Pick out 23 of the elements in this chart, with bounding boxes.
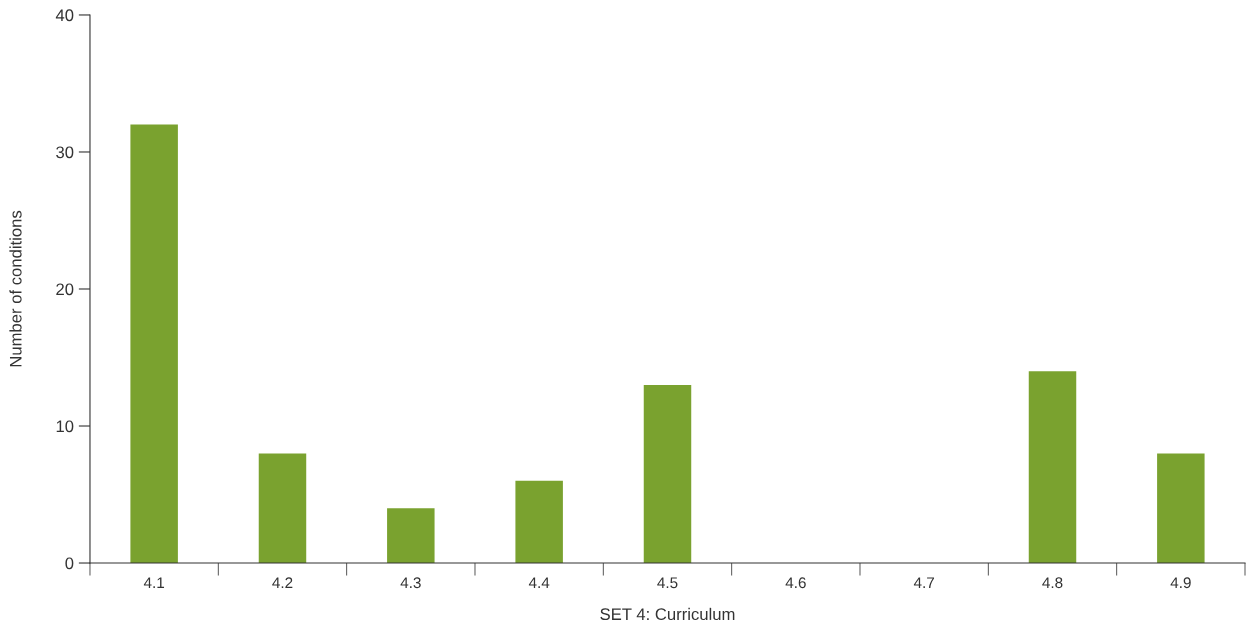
y-tick-label: 0	[65, 557, 74, 570]
x-tick-label: 4.4	[528, 577, 550, 588]
x-tick-label: 4.1	[143, 577, 165, 588]
bar	[130, 124, 178, 564]
x-tick-label: 4.3	[400, 577, 421, 589]
y-tick-label: 40	[55, 9, 74, 22]
x-tick-label: 4.8	[1042, 577, 1063, 589]
y-tick-label: 10	[56, 420, 74, 433]
y-tick-label: 30	[56, 146, 74, 159]
x-tick-label: 4.2	[272, 577, 293, 588]
bar	[515, 480, 563, 564]
bar	[1028, 371, 1077, 564]
x-tick-label: 4.7	[913, 577, 935, 588]
x-tick-label: 4.6	[785, 577, 806, 589]
bar	[258, 453, 307, 564]
bar	[387, 508, 435, 564]
x-axis-title: SET 4: Curriculum	[600, 607, 735, 621]
bar	[643, 384, 692, 564]
x-tick-label: 4.5	[657, 577, 678, 589]
x-tick-label: 4.9	[1170, 577, 1191, 589]
y-axis-title: Number of conditions	[9, 210, 22, 367]
y-tick-label: 20	[56, 283, 74, 296]
bar	[1157, 453, 1205, 564]
